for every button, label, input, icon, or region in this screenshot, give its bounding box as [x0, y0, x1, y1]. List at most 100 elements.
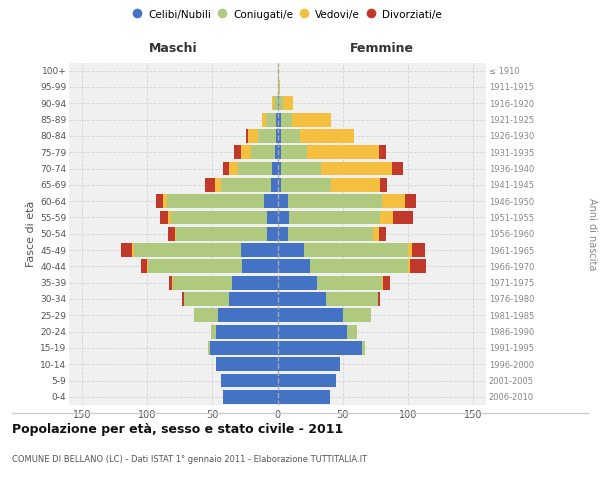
- Bar: [277, 112, 281, 126]
- Bar: [288, 227, 373, 240]
- Bar: [221, 374, 277, 388]
- Bar: [379, 227, 386, 240]
- Bar: [248, 129, 258, 143]
- Bar: [168, 227, 175, 240]
- Bar: [277, 324, 347, 338]
- Bar: [307, 146, 379, 159]
- Bar: [216, 358, 277, 371]
- Bar: [394, 210, 413, 224]
- Y-axis label: Fasce di età: Fasce di età: [26, 200, 36, 267]
- Bar: [229, 292, 277, 306]
- Bar: [408, 260, 410, 274]
- Bar: [148, 260, 242, 274]
- Bar: [289, 210, 380, 224]
- Bar: [246, 129, 248, 143]
- Bar: [235, 146, 241, 159]
- Bar: [410, 260, 426, 274]
- Bar: [277, 162, 281, 175]
- Bar: [169, 276, 172, 289]
- Bar: [208, 341, 210, 355]
- Bar: [277, 308, 343, 322]
- Bar: [380, 210, 394, 224]
- Bar: [131, 243, 134, 257]
- Bar: [160, 210, 168, 224]
- Bar: [277, 243, 304, 257]
- Bar: [205, 178, 215, 192]
- Bar: [121, 243, 131, 257]
- Bar: [266, 112, 276, 126]
- Bar: [140, 260, 147, 274]
- Bar: [281, 162, 320, 175]
- Bar: [272, 96, 274, 110]
- Bar: [184, 292, 229, 306]
- Text: Popolazione per età, sesso e stato civile - 2011: Popolazione per età, sesso e stato civil…: [12, 422, 343, 436]
- Text: Maschi: Maschi: [149, 42, 197, 55]
- Bar: [277, 358, 340, 371]
- Bar: [170, 210, 267, 224]
- Bar: [276, 112, 277, 126]
- Bar: [292, 112, 331, 126]
- Bar: [320, 162, 392, 175]
- Bar: [267, 210, 277, 224]
- Bar: [283, 96, 293, 110]
- Bar: [173, 276, 232, 289]
- Bar: [277, 194, 288, 208]
- Bar: [215, 178, 221, 192]
- Bar: [223, 162, 229, 175]
- Bar: [405, 194, 416, 208]
- Bar: [277, 129, 281, 143]
- Bar: [281, 129, 299, 143]
- Bar: [317, 276, 382, 289]
- Bar: [262, 112, 266, 126]
- Bar: [241, 146, 251, 159]
- Bar: [378, 292, 380, 306]
- Bar: [277, 292, 326, 306]
- Bar: [147, 260, 148, 274]
- Bar: [274, 96, 277, 110]
- Bar: [134, 243, 241, 257]
- Bar: [277, 390, 329, 404]
- Bar: [362, 341, 365, 355]
- Bar: [382, 194, 405, 208]
- Text: COMUNE DI BELLANO (LC) - Dati ISTAT 1° gennaio 2011 - Elaborazione TUTTITALIA.IT: COMUNE DI BELLANO (LC) - Dati ISTAT 1° g…: [12, 455, 367, 464]
- Bar: [277, 210, 289, 224]
- Bar: [277, 64, 279, 78]
- Bar: [276, 129, 277, 143]
- Bar: [211, 324, 216, 338]
- Bar: [279, 80, 280, 94]
- Bar: [277, 80, 279, 94]
- Bar: [221, 178, 271, 192]
- Bar: [412, 243, 425, 257]
- Bar: [210, 341, 277, 355]
- Bar: [310, 260, 408, 274]
- Bar: [232, 276, 277, 289]
- Bar: [304, 243, 408, 257]
- Bar: [288, 194, 382, 208]
- Bar: [326, 292, 378, 306]
- Text: Anni di nascita: Anni di nascita: [587, 198, 597, 270]
- Bar: [241, 243, 277, 257]
- Bar: [275, 146, 277, 159]
- Bar: [277, 276, 317, 289]
- Bar: [157, 194, 163, 208]
- Bar: [279, 96, 283, 110]
- Bar: [258, 129, 276, 143]
- Bar: [172, 276, 173, 289]
- Bar: [168, 210, 170, 224]
- Bar: [167, 194, 265, 208]
- Legend: Celibi/Nubili, Coniugati/e, Vedovi/e, Divorziati/e: Celibi/Nubili, Coniugati/e, Vedovi/e, Di…: [131, 5, 445, 24]
- Bar: [267, 227, 277, 240]
- Bar: [380, 178, 387, 192]
- Bar: [265, 194, 277, 208]
- Text: Femmine: Femmine: [350, 42, 414, 55]
- Bar: [281, 178, 331, 192]
- Bar: [299, 129, 355, 143]
- Bar: [277, 341, 362, 355]
- Bar: [271, 178, 277, 192]
- Bar: [242, 260, 277, 274]
- Bar: [216, 324, 277, 338]
- Bar: [223, 390, 277, 404]
- Bar: [379, 146, 386, 159]
- Bar: [194, 308, 218, 322]
- Bar: [251, 146, 275, 159]
